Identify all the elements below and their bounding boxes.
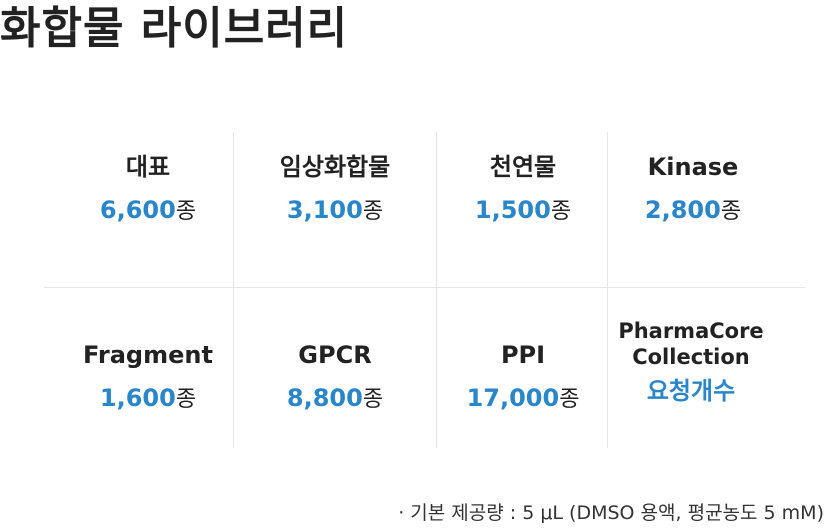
- library-name: GPCR: [298, 341, 372, 369]
- column-divider: [233, 132, 234, 448]
- library-cell-gpcr: GPCR 8,800종: [241, 340, 429, 415]
- library-cell-kinase: Kinase 2,800종: [599, 152, 787, 227]
- library-count: 17,000종: [466, 384, 580, 412]
- library-count: 1,500종: [474, 196, 572, 224]
- library-cell-representative: 대표 6,600종: [54, 152, 242, 227]
- library-grid: 대표 6,600종 임상화합물 3,100종 천연물 1,500종 Kinase…: [44, 132, 805, 448]
- library-count: 1,600종: [99, 384, 197, 412]
- library-count: 2,800종: [644, 196, 742, 224]
- library-name: Fragment: [83, 341, 213, 369]
- library-name: 천연물: [489, 153, 557, 181]
- page-title: 화합물 라이브러리: [0, 3, 349, 54]
- library-name: 임상화합물: [279, 153, 391, 181]
- library-count: 요청개수: [646, 377, 736, 405]
- library-count: 6,600종: [99, 196, 197, 224]
- library-cell-ppi: PPI 17,000종: [429, 340, 617, 415]
- library-cell-fragment: Fragment 1,600종: [54, 340, 242, 415]
- library-cell-clinical: 임상화합물 3,100종: [241, 152, 429, 227]
- library-cell-pharmacore: PharmaCore Collection 요청개수: [599, 318, 783, 408]
- library-name: Kinase: [647, 153, 739, 181]
- supply-footnote: · 기본 제공량 : 5 μL (DMSO 용액, 평균농도 5 mM): [398, 502, 824, 524]
- library-count: 8,800종: [286, 384, 384, 412]
- column-divider: [607, 132, 608, 448]
- row-divider: [44, 287, 805, 288]
- library-name: PPI: [500, 341, 546, 369]
- library-name: PharmaCore Collection: [618, 319, 764, 369]
- column-divider: [436, 132, 437, 448]
- library-name: 대표: [125, 153, 171, 181]
- library-count: 3,100종: [286, 196, 384, 224]
- library-cell-natural: 천연물 1,500종: [429, 152, 617, 227]
